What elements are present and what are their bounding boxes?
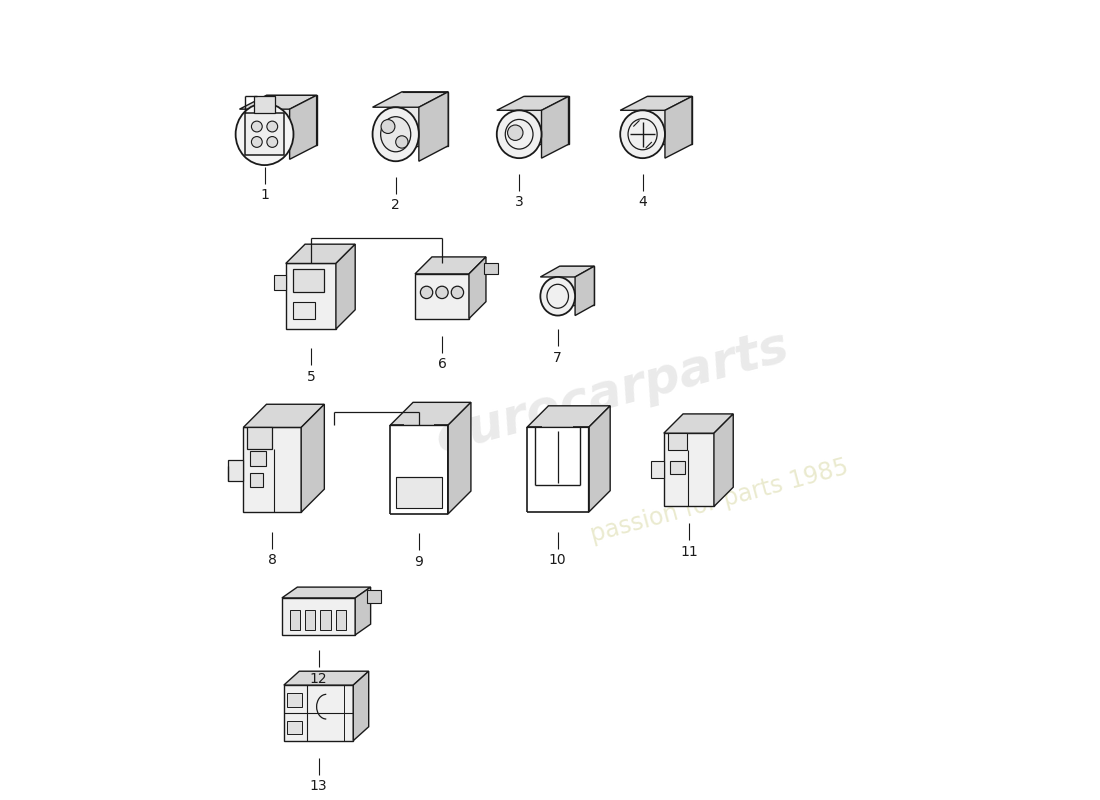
Bar — [287, 721, 303, 734]
Bar — [668, 433, 686, 450]
Polygon shape — [560, 266, 594, 305]
Text: 10: 10 — [549, 553, 566, 567]
Polygon shape — [336, 244, 355, 329]
Bar — [366, 590, 381, 602]
Polygon shape — [540, 266, 594, 277]
Text: 6: 6 — [438, 358, 447, 371]
Ellipse shape — [620, 110, 666, 158]
Circle shape — [396, 136, 408, 148]
Bar — [250, 450, 266, 466]
Ellipse shape — [235, 103, 294, 165]
Polygon shape — [663, 414, 734, 433]
Bar — [294, 302, 315, 319]
Bar — [484, 263, 498, 274]
Polygon shape — [647, 97, 692, 144]
Text: 1: 1 — [260, 188, 270, 202]
Bar — [254, 97, 275, 114]
Text: 11: 11 — [680, 545, 697, 559]
Polygon shape — [497, 97, 569, 110]
Text: 5: 5 — [307, 370, 316, 384]
Polygon shape — [353, 671, 369, 741]
Polygon shape — [527, 406, 610, 427]
Ellipse shape — [381, 117, 410, 152]
Bar — [320, 610, 330, 630]
Polygon shape — [289, 95, 317, 159]
Polygon shape — [448, 402, 471, 514]
Polygon shape — [575, 266, 594, 315]
Polygon shape — [282, 587, 371, 598]
Polygon shape — [620, 97, 692, 110]
Bar — [245, 114, 284, 155]
Polygon shape — [301, 404, 324, 512]
Polygon shape — [402, 92, 448, 146]
Text: 3: 3 — [515, 195, 524, 209]
Circle shape — [451, 286, 463, 298]
Ellipse shape — [497, 110, 541, 158]
Polygon shape — [243, 404, 324, 427]
Circle shape — [507, 125, 522, 141]
Polygon shape — [284, 685, 353, 741]
Ellipse shape — [381, 119, 395, 134]
Polygon shape — [419, 92, 448, 162]
Text: 8: 8 — [267, 553, 277, 567]
Polygon shape — [355, 587, 371, 635]
Bar — [396, 477, 441, 508]
Polygon shape — [282, 598, 355, 635]
Polygon shape — [286, 263, 336, 329]
Text: 13: 13 — [310, 779, 328, 794]
Circle shape — [267, 137, 277, 147]
Circle shape — [267, 121, 277, 132]
Ellipse shape — [373, 107, 419, 162]
Bar — [670, 462, 685, 474]
Polygon shape — [389, 402, 471, 426]
Bar — [228, 460, 243, 482]
Text: 9: 9 — [415, 555, 424, 569]
Circle shape — [252, 137, 262, 147]
Bar — [248, 427, 272, 449]
Polygon shape — [415, 274, 469, 318]
Polygon shape — [243, 427, 301, 512]
Bar — [651, 461, 663, 478]
Circle shape — [252, 121, 262, 132]
Polygon shape — [286, 244, 355, 263]
Bar — [289, 610, 299, 630]
Text: 2: 2 — [392, 198, 400, 212]
Text: 7: 7 — [553, 351, 562, 365]
Polygon shape — [240, 95, 317, 109]
Polygon shape — [714, 414, 734, 506]
Polygon shape — [663, 433, 714, 506]
Bar — [287, 693, 303, 706]
Ellipse shape — [540, 277, 575, 315]
Polygon shape — [415, 257, 486, 274]
Bar — [274, 274, 286, 290]
Text: eurocarparts: eurocarparts — [430, 322, 794, 463]
Text: 12: 12 — [310, 672, 328, 686]
Text: 4: 4 — [638, 195, 647, 209]
Circle shape — [436, 286, 448, 298]
Polygon shape — [284, 671, 368, 685]
Polygon shape — [469, 257, 486, 318]
Polygon shape — [541, 97, 569, 158]
Bar — [250, 473, 263, 487]
Circle shape — [420, 286, 432, 298]
Polygon shape — [373, 92, 448, 107]
Polygon shape — [266, 95, 317, 146]
Polygon shape — [666, 97, 692, 158]
Polygon shape — [524, 97, 569, 144]
Text: passion for parts 1985: passion for parts 1985 — [588, 454, 851, 546]
Bar — [305, 610, 315, 630]
Polygon shape — [588, 406, 610, 512]
Bar — [336, 610, 345, 630]
Bar — [294, 270, 324, 292]
